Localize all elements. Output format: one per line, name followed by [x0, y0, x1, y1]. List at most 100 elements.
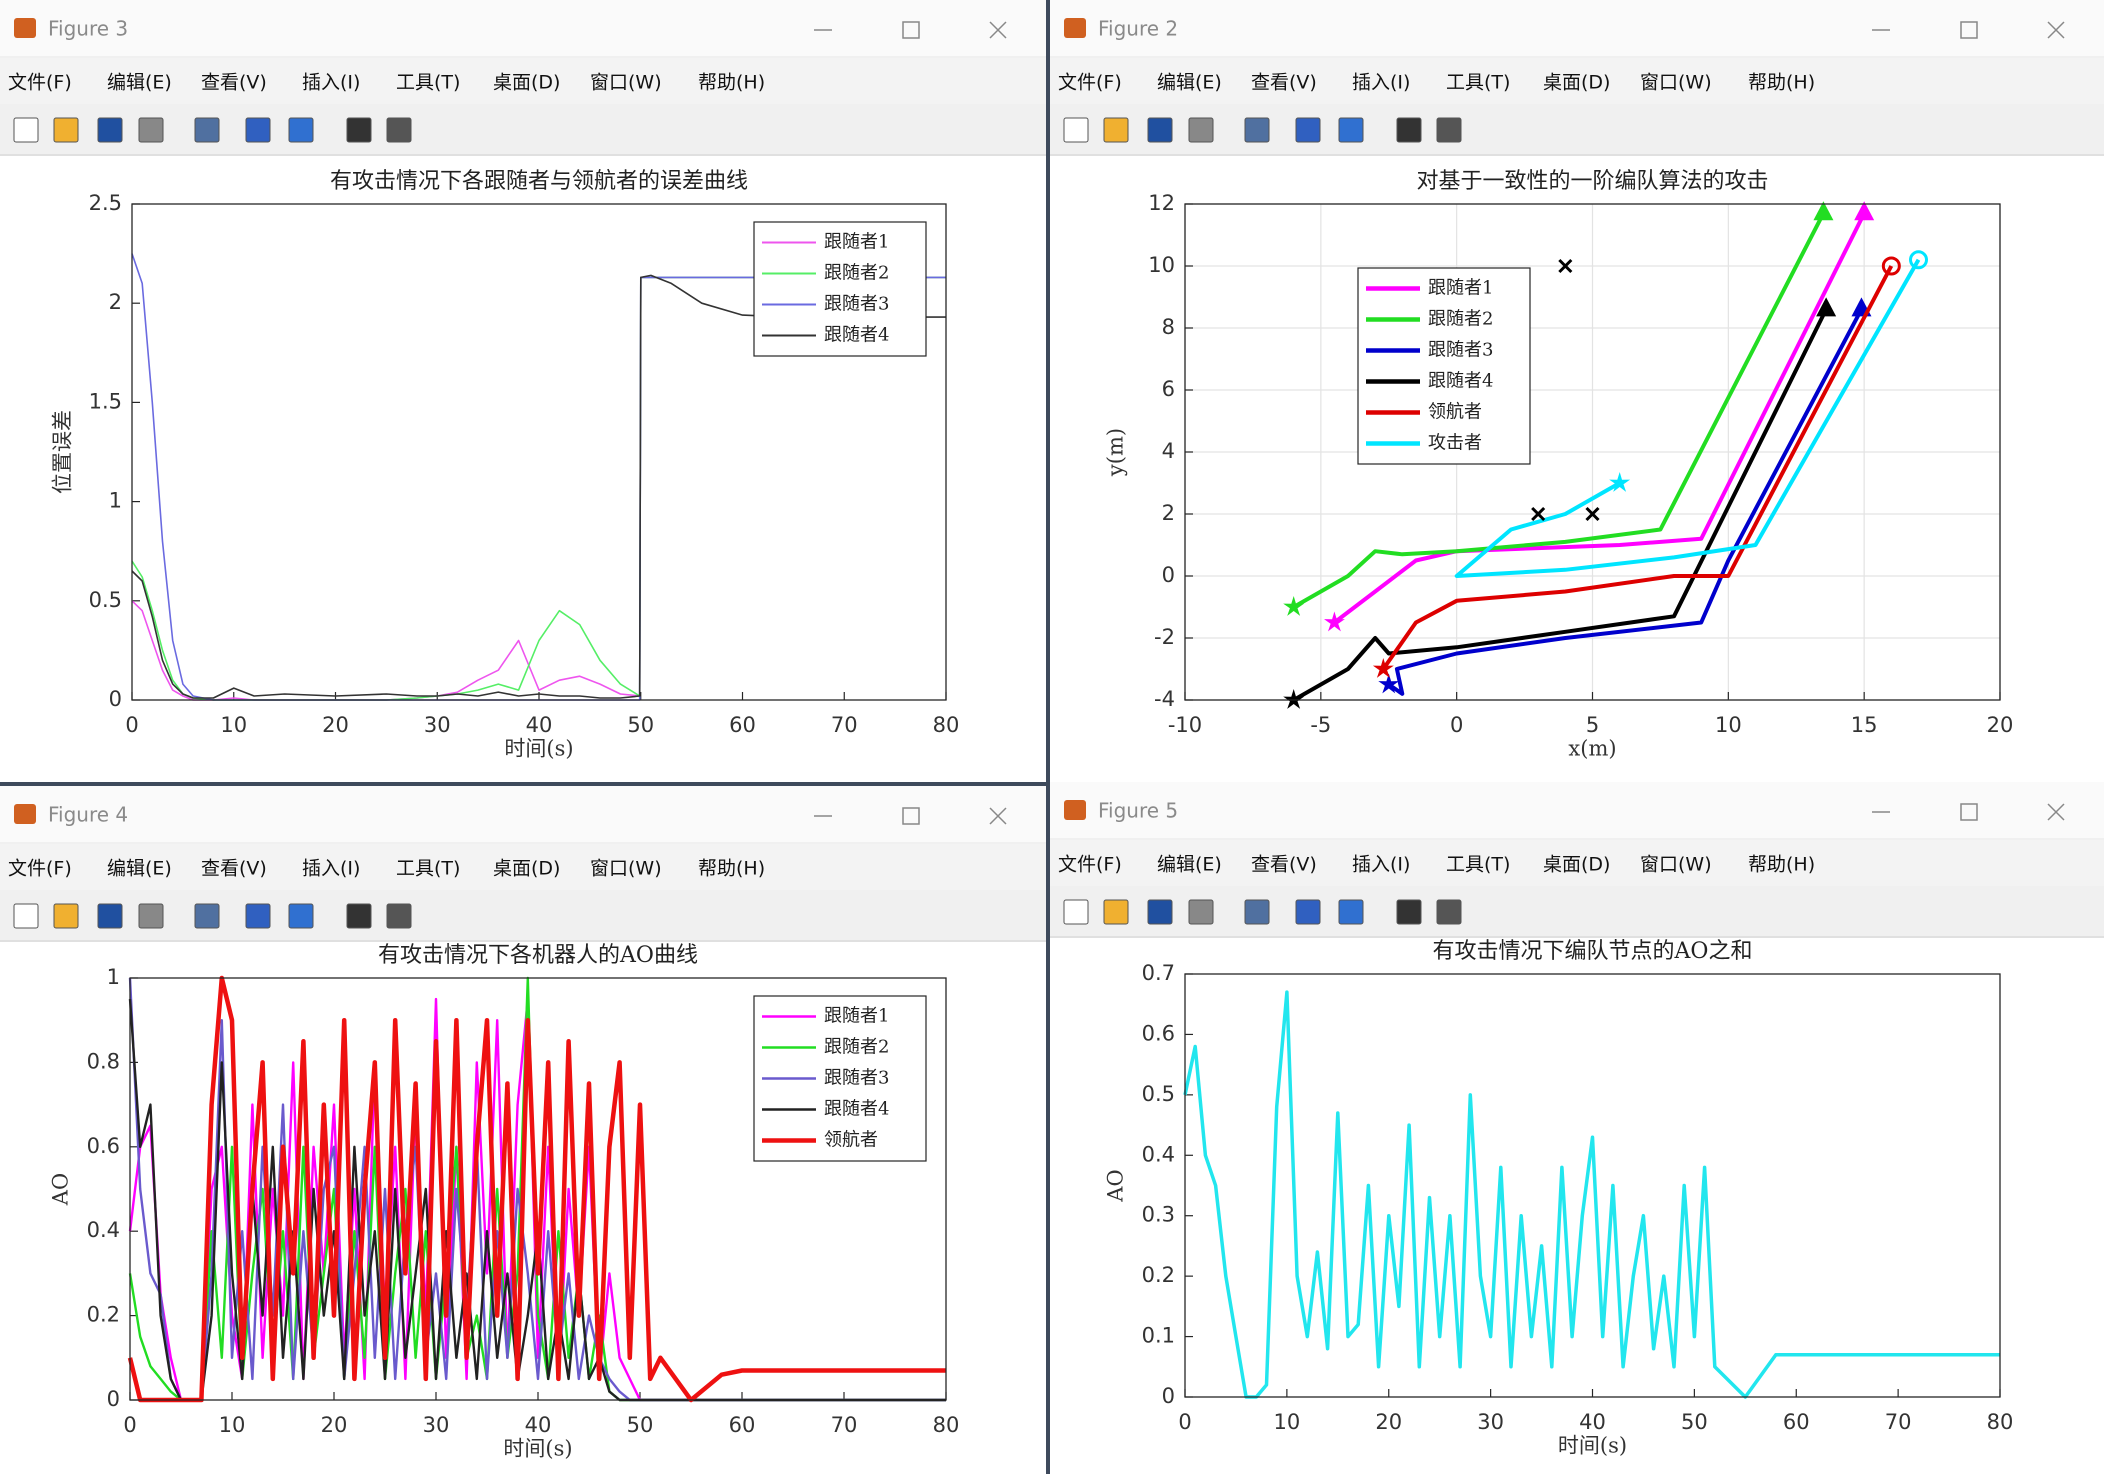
menu-item[interactable]: 编辑(E) — [107, 72, 172, 94]
tool-button[interactable] — [1063, 899, 1089, 925]
legend-label: 跟随者4 — [824, 1099, 889, 1120]
menu-item[interactable]: 工具(T) — [396, 858, 460, 880]
tool-button[interactable] — [1147, 899, 1173, 925]
tool-button[interactable] — [1338, 899, 1364, 925]
x-tick-label: 10 — [219, 1413, 246, 1437]
menu-item[interactable]: 工具(T) — [396, 72, 460, 94]
tool-button[interactable] — [53, 117, 79, 143]
tool-button[interactable] — [138, 117, 164, 143]
y-tick-label: -4 — [1154, 687, 1175, 711]
tool-button[interactable] — [245, 903, 271, 929]
tool-button[interactable] — [194, 903, 220, 929]
menu-item[interactable]: 插入(I) — [1352, 72, 1410, 94]
tool-button[interactable] — [288, 903, 314, 929]
tool-button[interactable] — [1244, 117, 1270, 143]
menu-item[interactable]: 文件(F) — [1058, 72, 1122, 94]
x-tick-label: 0 — [125, 713, 138, 737]
menu-item[interactable]: 编辑(E) — [107, 858, 172, 880]
menu-item[interactable]: 窗口(W) — [1640, 854, 1712, 876]
menu-item[interactable]: 文件(F) — [8, 72, 72, 94]
menu-item[interactable]: 工具(T) — [1446, 854, 1510, 876]
menu-item[interactable]: 查看(V) — [1251, 72, 1317, 94]
menu-item[interactable]: 插入(I) — [302, 72, 360, 94]
legend-label: 领航者 — [824, 1130, 878, 1151]
series-line — [1454, 258, 1921, 578]
tool-button[interactable] — [1295, 899, 1321, 925]
menu-item[interactable]: 插入(I) — [1352, 854, 1410, 876]
menu-item[interactable]: 查看(V) — [201, 72, 267, 94]
menu-item[interactable]: 编辑(E) — [1157, 72, 1222, 94]
tool-button[interactable] — [1188, 117, 1214, 143]
close-button[interactable] — [2047, 803, 2065, 821]
x-tick-label: 40 — [525, 1413, 552, 1437]
menu-item[interactable]: 桌面(D) — [1543, 72, 1610, 94]
tool-button[interactable] — [1147, 117, 1173, 143]
tool-button[interactable] — [1103, 899, 1129, 925]
x-tick-label: 50 — [627, 713, 654, 737]
tool-button[interactable] — [1188, 899, 1214, 925]
tool-button[interactable] — [386, 117, 412, 143]
close-button[interactable] — [989, 807, 1007, 825]
menu-item[interactable]: 窗口(W) — [1640, 72, 1712, 94]
menu-item[interactable]: 帮助(H) — [698, 72, 765, 94]
close-button[interactable] — [989, 21, 1007, 39]
tool-button[interactable] — [346, 117, 372, 143]
maximize-button[interactable] — [1960, 21, 1978, 39]
tool-button[interactable] — [13, 903, 39, 929]
tool-button[interactable] — [194, 117, 220, 143]
tool-button[interactable] — [138, 903, 164, 929]
x-tick-label: 70 — [831, 1413, 858, 1437]
menu-item[interactable]: 工具(T) — [1446, 72, 1510, 94]
tool-button[interactable] — [1063, 117, 1089, 143]
end-marker — [1816, 297, 1837, 317]
y-tick-label: 0.4 — [1142, 1142, 1175, 1166]
menu-item[interactable]: 帮助(H) — [698, 858, 765, 880]
chart-title: 有攻击情况下各机器人的AO曲线 — [378, 943, 698, 968]
window-title: Figure 4 — [48, 803, 128, 827]
tool-button[interactable] — [386, 903, 412, 929]
tool-button[interactable] — [97, 903, 123, 929]
tool-button[interactable] — [1436, 899, 1462, 925]
menu-item[interactable]: 帮助(H) — [1748, 854, 1815, 876]
x-tick-label: 20 — [322, 713, 349, 737]
tool-button[interactable] — [13, 117, 39, 143]
x-tick-label: 40 — [526, 713, 553, 737]
legend-label: 跟随者1 — [1428, 278, 1493, 299]
menu-item[interactable]: 桌面(D) — [493, 72, 560, 94]
tool-button[interactable] — [1103, 117, 1129, 143]
x-tick-label: 15 — [1851, 713, 1878, 737]
tool-button[interactable] — [53, 903, 79, 929]
tool-button[interactable] — [346, 903, 372, 929]
menu-item[interactable]: 窗口(W) — [590, 72, 662, 94]
maximize-button[interactable] — [1960, 803, 1978, 821]
menu-item[interactable]: 查看(V) — [201, 858, 267, 880]
end-marker — [1909, 250, 1928, 270]
chart-title: 有攻击情况下各跟随者与领航者的误差曲线 — [330, 169, 748, 194]
axes-box — [131, 203, 947, 701]
tool-button[interactable] — [97, 117, 123, 143]
tool-button[interactable] — [1244, 899, 1270, 925]
menu-item[interactable]: 文件(F) — [8, 858, 72, 880]
maximize-button[interactable] — [902, 21, 920, 39]
menu-item[interactable]: 桌面(D) — [493, 858, 560, 880]
menu-item[interactable]: 窗口(W) — [590, 858, 662, 880]
tool-button[interactable] — [1338, 117, 1364, 143]
menu-item[interactable]: 文件(F) — [1058, 854, 1122, 876]
y-tick-label: 8 — [1162, 315, 1175, 339]
toolbar — [0, 892, 1046, 940]
menu-item[interactable]: 编辑(E) — [1157, 854, 1222, 876]
tool-button[interactable] — [1436, 117, 1462, 143]
legend-label: 跟随者2 — [824, 263, 889, 284]
tool-button[interactable] — [1295, 117, 1321, 143]
menu-item[interactable]: 帮助(H) — [1748, 72, 1815, 94]
tool-button[interactable] — [1396, 117, 1422, 143]
menu-item[interactable]: 桌面(D) — [1543, 854, 1610, 876]
tool-button[interactable] — [245, 117, 271, 143]
tool-button[interactable] — [1396, 899, 1422, 925]
tool-button[interactable] — [288, 117, 314, 143]
close-button[interactable] — [2047, 21, 2065, 39]
title-bar — [0, 0, 1046, 56]
menu-item[interactable]: 插入(I) — [302, 858, 360, 880]
menu-item[interactable]: 查看(V) — [1251, 854, 1317, 876]
maximize-button[interactable] — [902, 807, 920, 825]
